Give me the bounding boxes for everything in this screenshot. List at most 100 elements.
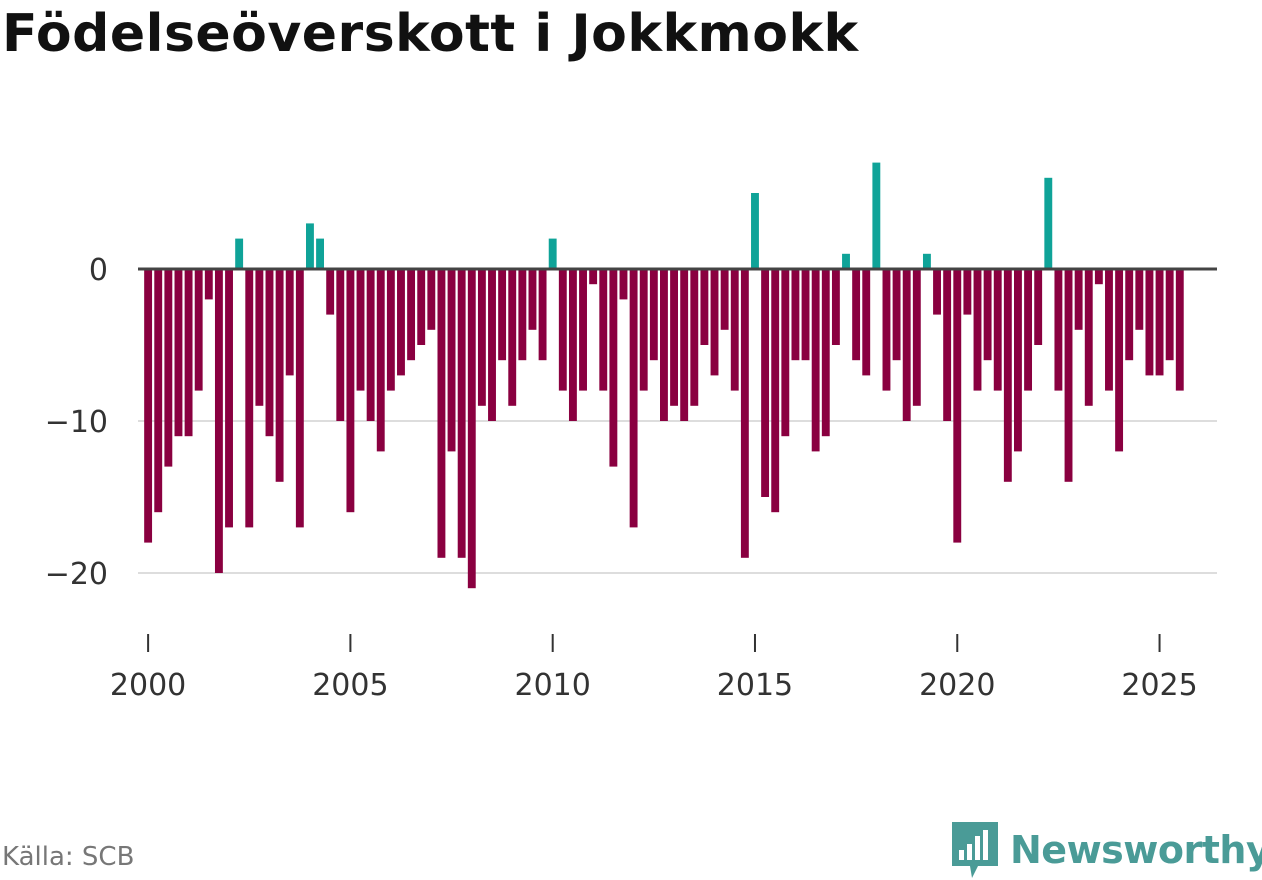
bar <box>548 238 557 269</box>
bar <box>1175 269 1184 391</box>
y-tick-label: −20 <box>45 557 108 592</box>
bar <box>852 269 861 361</box>
bar <box>579 269 587 391</box>
bar-chart-speech-bubble-icon <box>952 822 998 878</box>
bar <box>1003 269 1012 482</box>
bar <box>922 253 931 269</box>
bar <box>892 269 901 361</box>
bar <box>366 269 375 421</box>
bar <box>174 269 183 437</box>
bar <box>690 269 699 406</box>
bar <box>1135 269 1144 330</box>
bar <box>700 269 709 345</box>
bar <box>437 269 446 558</box>
bar <box>265 269 274 437</box>
bar <box>649 269 658 361</box>
bar <box>751 193 759 269</box>
bar <box>983 269 992 361</box>
grid-lines <box>138 420 1217 574</box>
bar <box>1024 269 1033 391</box>
bar <box>518 269 527 361</box>
bar <box>225 269 233 528</box>
source-label: Källa: SCB <box>2 842 135 872</box>
bar <box>386 269 395 391</box>
bar <box>761 269 770 497</box>
bar <box>933 269 941 315</box>
bar <box>629 269 638 528</box>
bar-series <box>144 162 1184 589</box>
bar <box>397 269 405 376</box>
bar <box>1125 269 1134 361</box>
bar <box>821 269 830 437</box>
chart-title: Födelseöverskott i Jokkmokk <box>2 4 859 64</box>
bar <box>214 269 223 573</box>
y-tick-label: 0 <box>89 253 108 288</box>
bar <box>376 269 385 452</box>
bar <box>336 269 345 421</box>
bar <box>427 269 436 330</box>
bar <box>862 269 871 376</box>
bar <box>144 269 153 543</box>
bar <box>872 162 881 269</box>
bar <box>568 269 577 421</box>
bar <box>306 223 314 269</box>
bar <box>710 269 719 376</box>
bar <box>164 269 173 467</box>
x-tick-label: 2010 <box>515 668 591 703</box>
bar <box>993 269 1002 391</box>
bar <box>599 269 608 391</box>
bar <box>791 269 800 361</box>
bar <box>801 269 810 361</box>
bar <box>477 269 486 406</box>
bar <box>609 269 618 467</box>
bar <box>639 269 648 391</box>
bar <box>943 269 952 421</box>
brand-logo[interactable]: Newsworthy <box>950 820 1262 880</box>
bar <box>316 238 324 269</box>
bar <box>781 269 790 437</box>
bar <box>285 269 294 376</box>
bar <box>467 269 476 589</box>
bar <box>447 269 456 452</box>
bar <box>1034 269 1043 345</box>
bar <box>194 269 203 391</box>
bar <box>184 269 193 437</box>
bar <box>1084 269 1093 406</box>
bar <box>811 269 820 452</box>
bar <box>1145 269 1154 376</box>
bar <box>245 269 254 528</box>
bar <box>660 269 668 421</box>
y-axis: 0 −10 −20 <box>45 253 108 592</box>
bar <box>407 269 416 361</box>
x-axis: 2000 2005 2010 2015 2020 2025 <box>110 634 1198 703</box>
bar <box>720 269 729 330</box>
bar <box>882 269 891 391</box>
bar <box>740 269 749 558</box>
x-tick-label: 2020 <box>919 668 995 703</box>
bar <box>730 269 739 391</box>
chart: 0 −10 −20 2000 2005 2010 2015 2020 2025 <box>45 162 1217 703</box>
bar <box>488 269 496 421</box>
bar <box>619 269 628 300</box>
bar <box>326 269 335 315</box>
x-tick-label: 2015 <box>717 668 793 703</box>
bar <box>204 269 213 300</box>
bar <box>1054 269 1063 391</box>
x-tick-label: 2025 <box>1121 668 1197 703</box>
bar <box>508 269 517 406</box>
bar <box>589 269 598 285</box>
bar <box>771 269 780 513</box>
bar <box>1105 269 1113 391</box>
bar <box>295 269 304 528</box>
bar <box>417 269 426 345</box>
bar <box>1165 269 1174 361</box>
bar <box>1155 269 1164 376</box>
bar <box>356 269 365 391</box>
bar <box>963 269 972 315</box>
bar <box>275 269 284 482</box>
x-tick-label: 2000 <box>110 668 186 703</box>
bar <box>1094 269 1103 285</box>
bar <box>953 269 962 543</box>
bar <box>912 269 921 406</box>
bar <box>457 269 466 558</box>
